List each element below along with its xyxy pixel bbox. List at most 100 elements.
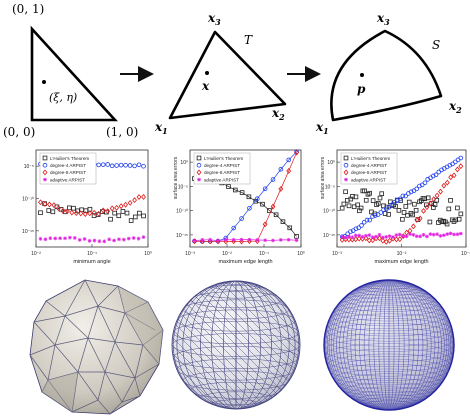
data-point	[367, 190, 372, 196]
data-point	[55, 205, 61, 212]
data-point	[387, 234, 392, 239]
mesh-diagonal	[235, 281, 300, 409]
data-point	[348, 229, 353, 234]
data-point	[343, 235, 348, 240]
data-point	[270, 203, 276, 210]
data-point	[287, 225, 293, 231]
legend-label: degree-8 ARPIST	[50, 170, 86, 175]
label-sph-v3-sub: 3	[384, 17, 390, 27]
data-point	[38, 236, 43, 241]
x-tick-label: 10⁰	[144, 251, 152, 257]
data-point	[414, 234, 419, 239]
data-point	[92, 238, 97, 243]
label-sph-name: S	[432, 38, 440, 52]
data-point	[444, 179, 450, 186]
data-point	[114, 204, 120, 211]
series-star	[340, 231, 463, 240]
data-point	[42, 201, 48, 207]
data-point	[141, 163, 146, 169]
x-tick-label: 10⁻²	[222, 251, 232, 257]
data-point	[355, 202, 360, 208]
data-point	[82, 237, 87, 241]
data-point	[458, 163, 464, 170]
data-point	[364, 217, 370, 223]
data-point	[123, 162, 128, 168]
spherical-point	[360, 73, 364, 77]
data-point	[128, 218, 134, 223]
data-point	[427, 219, 433, 225]
data-point	[48, 236, 53, 241]
legend-marker	[343, 162, 349, 168]
x-axis-label: maximum edge length	[374, 259, 428, 265]
label-flat-v1: x	[154, 120, 163, 134]
mesh-longitude	[373, 280, 405, 410]
data-point	[370, 235, 375, 240]
legend-box	[39, 152, 97, 185]
data-point	[408, 189, 414, 195]
y-tick-label: 10⁻¹⁰	[323, 209, 335, 215]
data-point	[131, 236, 136, 240]
data-point	[431, 196, 437, 202]
data-point	[360, 234, 365, 239]
data-point	[108, 216, 113, 222]
data-point	[239, 190, 245, 195]
legend-marker	[344, 177, 348, 182]
data-point	[458, 231, 463, 236]
data-point	[353, 226, 359, 232]
data-point	[231, 238, 237, 245]
data-point	[353, 194, 359, 200]
data-point	[353, 233, 358, 238]
data-point	[400, 193, 406, 199]
data-point	[118, 203, 124, 210]
data-point	[378, 210, 384, 215]
data-point	[260, 201, 265, 207]
svg-text:x1: x1	[154, 120, 168, 136]
data-point	[278, 166, 284, 172]
data-point	[47, 201, 52, 208]
data-point	[446, 206, 452, 212]
mesh-longitude	[223, 281, 249, 409]
mesh-longitude	[333, 280, 445, 410]
data-point	[136, 162, 142, 168]
data-point	[448, 231, 453, 236]
data-point	[441, 182, 447, 189]
error-charts: 10⁻² 10⁻¹ 10⁰ 10⁻⁵ 10⁻¹⁰ 10⁻¹⁵ minimum angle L'…	[22, 149, 470, 265]
data-point	[105, 208, 111, 215]
data-point	[350, 235, 355, 240]
data-point	[397, 232, 402, 237]
mesh-longitude	[359, 280, 419, 410]
data-point	[386, 212, 391, 217]
data-point	[380, 235, 385, 240]
mesh-longitude	[378, 280, 400, 410]
mesh-diagonal	[219, 281, 300, 409]
data-point	[246, 194, 252, 200]
legend-label: adaptive ARPIST	[204, 177, 239, 182]
data-point	[397, 196, 403, 202]
label-flat-name: T	[244, 33, 253, 47]
data-point	[43, 237, 48, 242]
data-point	[341, 201, 347, 207]
data-point	[448, 198, 453, 203]
legend-marker	[343, 155, 349, 161]
legend-label: L'Huilier's Theorem	[204, 156, 243, 161]
x-tick-label: 10⁻¹	[259, 251, 269, 257]
mesh-longitude	[330, 280, 448, 410]
data-point	[87, 210, 93, 217]
mesh-diagonal	[172, 281, 261, 409]
legend-label: degree-8 ARPIST	[204, 170, 240, 175]
mesh-longitude	[182, 281, 290, 409]
chart-1: 10⁻² 10⁻¹ 10⁰ 10⁻⁵ 10⁻¹⁰ 10⁻¹⁵ minimum angle L'…	[22, 149, 152, 265]
x-tick-label: 10⁻¹	[87, 251, 97, 257]
data-point	[231, 225, 237, 231]
mesh-diagonal	[172, 281, 253, 409]
data-point	[456, 216, 462, 222]
y-tick-label: 10⁻¹⁵	[176, 233, 188, 239]
data-point	[117, 237, 121, 242]
data-point	[136, 236, 141, 241]
data-point	[278, 185, 284, 192]
legend-box	[193, 152, 251, 185]
legend-marker	[196, 155, 202, 161]
mesh-longitude	[339, 280, 439, 410]
data-point	[136, 194, 142, 200]
